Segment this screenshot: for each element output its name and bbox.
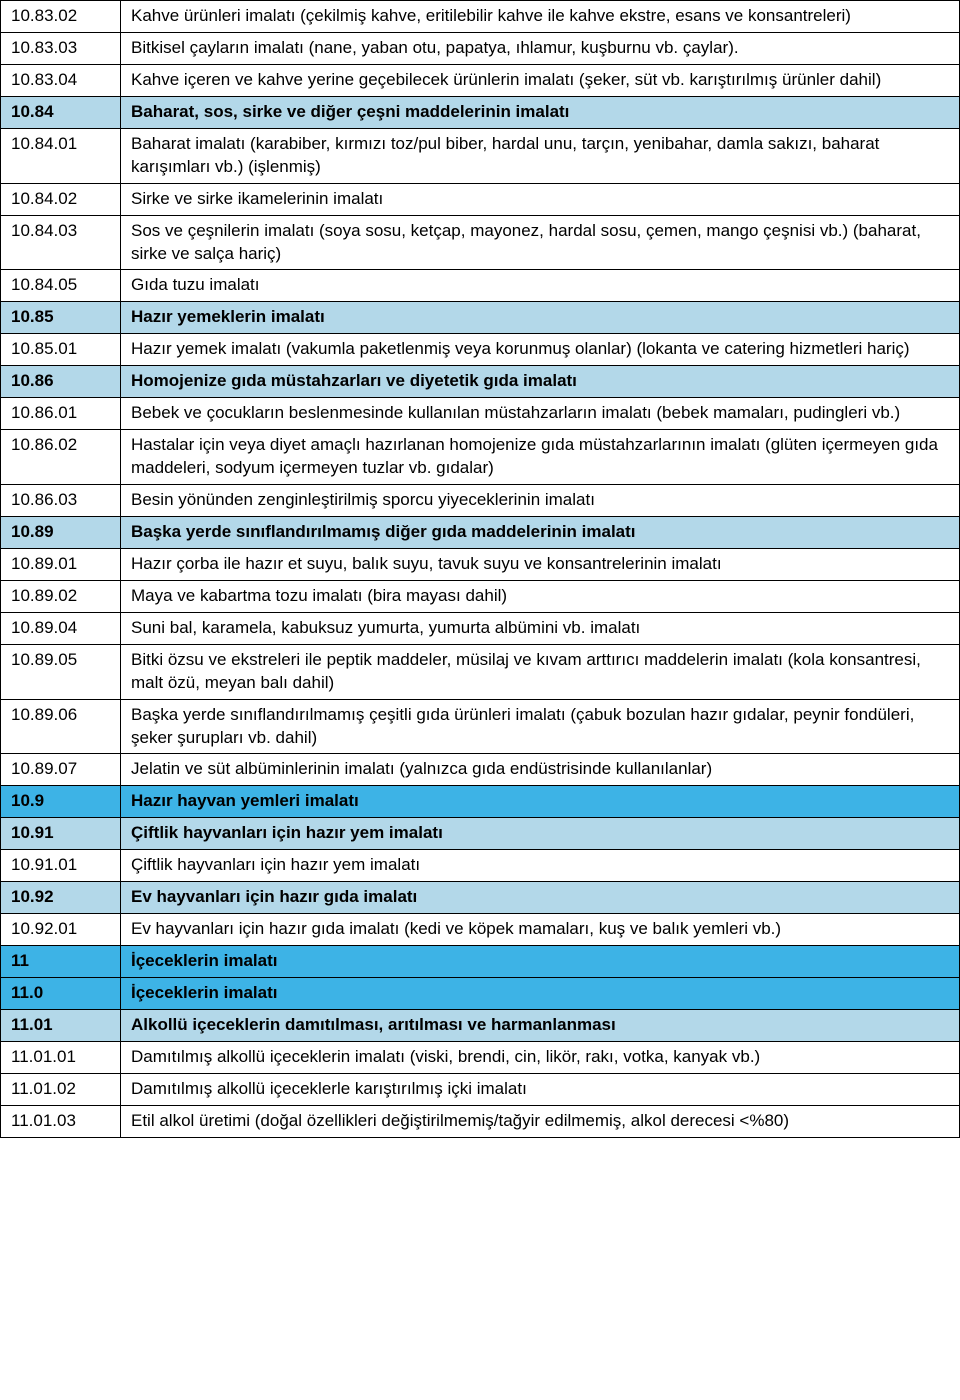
row-description: Jelatin ve süt albüminlerinin imalatı (y… bbox=[121, 754, 960, 786]
row-code: 10.83.02 bbox=[1, 1, 121, 33]
row-description: Besin yönünden zenginleştirilmiş sporcu … bbox=[121, 485, 960, 517]
row-description: Bitki özsu ve ekstreleri ile peptik madd… bbox=[121, 644, 960, 699]
row-description: İçeceklerin imalatı bbox=[121, 946, 960, 978]
row-description: Gıda tuzu imalatı bbox=[121, 270, 960, 302]
row-code: 11 bbox=[1, 946, 121, 978]
row-description: Bitkisel çayların imalatı (nane, yaban o… bbox=[121, 32, 960, 64]
row-description: İçeceklerin imalatı bbox=[121, 978, 960, 1010]
row-code: 10.89 bbox=[1, 516, 121, 548]
table-row: 10.9Hazır hayvan yemleri imalatı bbox=[1, 786, 960, 818]
row-code: 10.84.02 bbox=[1, 183, 121, 215]
row-code: 10.86.03 bbox=[1, 485, 121, 517]
table-row: 11.01.01Damıtılmış alkollü içeceklerin i… bbox=[1, 1041, 960, 1073]
table-row: 10.84.02Sirke ve sirke ikamelerinin imal… bbox=[1, 183, 960, 215]
table-row: 10.89.05Bitki özsu ve ekstreleri ile pep… bbox=[1, 644, 960, 699]
row-code: 10.86 bbox=[1, 366, 121, 398]
row-description: Hazır hayvan yemleri imalatı bbox=[121, 786, 960, 818]
row-description: Hastalar için veya diyet amaçlı hazırlan… bbox=[121, 430, 960, 485]
table-row: 11.01.02Damıtılmış alkollü içeceklerle k… bbox=[1, 1073, 960, 1105]
table-row: 10.91Çiftlik hayvanları için hazır yem i… bbox=[1, 818, 960, 850]
table-row: 10.85.01Hazır yemek imalatı (vakumla pak… bbox=[1, 334, 960, 366]
row-description: Ev hayvanları için hazır gıda imalatı (k… bbox=[121, 914, 960, 946]
row-code: 10.85.01 bbox=[1, 334, 121, 366]
table-row: 10.91.01Çiftlik hayvanları için hazır ye… bbox=[1, 850, 960, 882]
row-code: 11.01.02 bbox=[1, 1073, 121, 1105]
row-code: 10.83.03 bbox=[1, 32, 121, 64]
table-row: 10.92Ev hayvanları için hazır gıda imala… bbox=[1, 882, 960, 914]
row-code: 10.89.01 bbox=[1, 548, 121, 580]
row-code: 10.83.04 bbox=[1, 64, 121, 96]
row-description: Maya ve kabartma tozu imalatı (bira maya… bbox=[121, 580, 960, 612]
table-row: 10.86.02Hastalar için veya diyet amaçlı … bbox=[1, 430, 960, 485]
row-description: Bebek ve çocukların beslenmesinde kullan… bbox=[121, 398, 960, 430]
table-row: 10.86Homojenize gıda müstahzarları ve di… bbox=[1, 366, 960, 398]
table-row: 10.83.04Kahve içeren ve kahve yerine geç… bbox=[1, 64, 960, 96]
row-description: Çiftlik hayvanları için hazır yem imalat… bbox=[121, 818, 960, 850]
classification-table: 10.83.02Kahve ürünleri imalatı (çekilmiş… bbox=[0, 0, 960, 1138]
row-description: Damıtılmış alkollü içeceklerin imalatı (… bbox=[121, 1041, 960, 1073]
table-row: 10.86.01Bebek ve çocukların beslenmesind… bbox=[1, 398, 960, 430]
table-row: 10.89.02Maya ve kabartma tozu imalatı (b… bbox=[1, 580, 960, 612]
row-code: 10.86.01 bbox=[1, 398, 121, 430]
row-description: Kahve içeren ve kahve yerine geçebilecek… bbox=[121, 64, 960, 96]
table-row: 10.92.01Ev hayvanları için hazır gıda im… bbox=[1, 914, 960, 946]
row-description: Baharat, sos, sirke ve diğer çeşni madde… bbox=[121, 96, 960, 128]
table-row: 10.89Başka yerde sınıflandırılmamış diğe… bbox=[1, 516, 960, 548]
row-code: 11.01 bbox=[1, 1009, 121, 1041]
row-description: Başka yerde sınıflandırılmamış çeşitli g… bbox=[121, 699, 960, 754]
table-row: 11.01.03Etil alkol üretimi (doğal özelli… bbox=[1, 1105, 960, 1137]
row-description: Homojenize gıda müstahzarları ve diyetet… bbox=[121, 366, 960, 398]
row-description: Baharat imalatı (karabiber, kırmızı toz/… bbox=[121, 128, 960, 183]
row-description: Başka yerde sınıflandırılmamış diğer gıd… bbox=[121, 516, 960, 548]
row-code: 11.01.01 bbox=[1, 1041, 121, 1073]
row-description: Ev hayvanları için hazır gıda imalatı bbox=[121, 882, 960, 914]
row-description: Sirke ve sirke ikamelerinin imalatı bbox=[121, 183, 960, 215]
row-code: 10.86.02 bbox=[1, 430, 121, 485]
row-code: 10.84 bbox=[1, 96, 121, 128]
table-row: 10.86.03Besin yönünden zenginleştirilmiş… bbox=[1, 485, 960, 517]
row-code: 10.92 bbox=[1, 882, 121, 914]
table-row: 10.84.03Sos ve çeşnilerin imalatı (soya … bbox=[1, 215, 960, 270]
row-description: Hazır çorba ile hazır et suyu, balık suy… bbox=[121, 548, 960, 580]
row-code: 10.92.01 bbox=[1, 914, 121, 946]
row-code: 11.0 bbox=[1, 978, 121, 1010]
row-description: Etil alkol üretimi (doğal özellikleri de… bbox=[121, 1105, 960, 1137]
row-code: 10.85 bbox=[1, 302, 121, 334]
row-code: 10.89.07 bbox=[1, 754, 121, 786]
row-code: 10.89.04 bbox=[1, 612, 121, 644]
row-description: Kahve ürünleri imalatı (çekilmiş kahve, … bbox=[121, 1, 960, 33]
row-description: Damıtılmış alkollü içeceklerle karıştırı… bbox=[121, 1073, 960, 1105]
row-description: Hazır yemek imalatı (vakumla paketlenmiş… bbox=[121, 334, 960, 366]
row-code: 10.89.05 bbox=[1, 644, 121, 699]
row-code: 11.01.03 bbox=[1, 1105, 121, 1137]
table-row: 10.85Hazır yemeklerin imalatı bbox=[1, 302, 960, 334]
row-description: Alkollü içeceklerin damıtılması, arıtılm… bbox=[121, 1009, 960, 1041]
table-row: 10.83.02Kahve ürünleri imalatı (çekilmiş… bbox=[1, 1, 960, 33]
table-row: 10.83.03Bitkisel çayların imalatı (nane,… bbox=[1, 32, 960, 64]
row-code: 10.89.06 bbox=[1, 699, 121, 754]
table-row: 10.89.04Suni bal, karamela, kabuksuz yum… bbox=[1, 612, 960, 644]
table-row: 10.84Baharat, sos, sirke ve diğer çeşni … bbox=[1, 96, 960, 128]
table-row: 10.89.07Jelatin ve süt albüminlerinin im… bbox=[1, 754, 960, 786]
row-code: 10.84.03 bbox=[1, 215, 121, 270]
row-code: 10.91.01 bbox=[1, 850, 121, 882]
row-description: Sos ve çeşnilerin imalatı (soya sosu, ke… bbox=[121, 215, 960, 270]
table-row: 10.84.05Gıda tuzu imalatı bbox=[1, 270, 960, 302]
row-description: Hazır yemeklerin imalatı bbox=[121, 302, 960, 334]
row-code: 10.89.02 bbox=[1, 580, 121, 612]
row-code: 10.91 bbox=[1, 818, 121, 850]
row-code: 10.84.05 bbox=[1, 270, 121, 302]
table-row: 11.0İçeceklerin imalatı bbox=[1, 978, 960, 1010]
row-code: 10.9 bbox=[1, 786, 121, 818]
row-description: Çiftlik hayvanları için hazır yem imalat… bbox=[121, 850, 960, 882]
row-code: 10.84.01 bbox=[1, 128, 121, 183]
table-row: 10.89.06Başka yerde sınıflandırılmamış ç… bbox=[1, 699, 960, 754]
row-description: Suni bal, karamela, kabuksuz yumurta, yu… bbox=[121, 612, 960, 644]
table-row: 11İçeceklerin imalatı bbox=[1, 946, 960, 978]
table-row: 10.89.01Hazır çorba ile hazır et suyu, b… bbox=[1, 548, 960, 580]
table-row: 10.84.01Baharat imalatı (karabiber, kırm… bbox=[1, 128, 960, 183]
table-row: 11.01Alkollü içeceklerin damıtılması, ar… bbox=[1, 1009, 960, 1041]
